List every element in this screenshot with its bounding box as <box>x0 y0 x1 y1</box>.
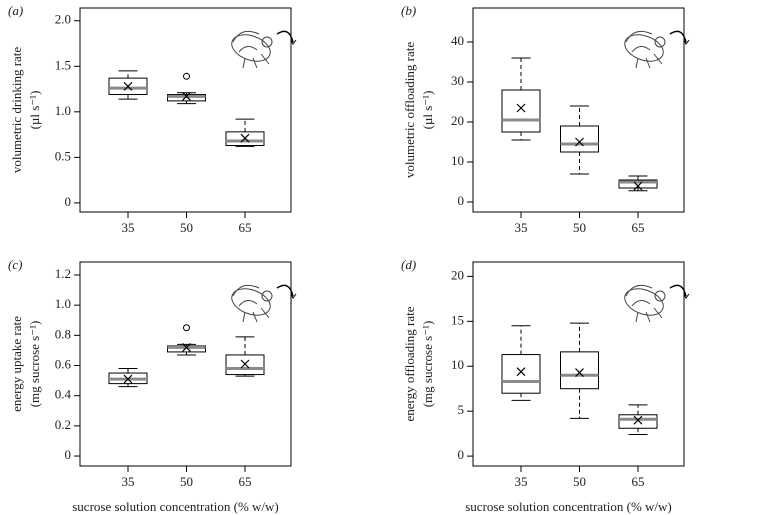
y-tick-label: 0.2 <box>55 417 71 432</box>
panel-label: (b) <box>401 3 416 18</box>
y-axis-label: volumetric offloading rate <box>402 42 417 178</box>
box <box>560 125 599 153</box>
x-tick-label: 65 <box>239 220 252 235</box>
y-tick-label: 1.2 <box>55 266 71 281</box>
x-tick-label: 50 <box>180 220 193 235</box>
x-axis-label: sucrose solution concentration (% w/w) <box>465 499 672 514</box>
mean-marker <box>516 367 526 377</box>
bee-icon <box>227 29 297 69</box>
x-tick-label: 35 <box>122 220 135 235</box>
y-axis-label: energy offloading rate <box>402 306 417 421</box>
y-tick-label: 0.4 <box>55 387 72 402</box>
x-tick-label: 35 <box>122 474 135 489</box>
box <box>501 354 541 394</box>
x-tick-label: 65 <box>239 474 252 489</box>
y-axis-unit: (mg sucrose s⁻¹) <box>420 321 435 408</box>
plot-frame <box>472 261 685 467</box>
x-tick-label: 50 <box>573 220 586 235</box>
y-axis-unit: (µl s⁻¹) <box>420 91 435 130</box>
y-tick-label: 10 <box>451 357 464 372</box>
panel-label: (d) <box>401 257 416 272</box>
x-tick-label: 35 <box>515 474 528 489</box>
y-tick-label: 0 <box>458 193 465 208</box>
box <box>501 89 541 133</box>
mean-marker <box>123 81 133 91</box>
mean-marker <box>633 181 643 191</box>
x-tick-label: 50 <box>180 474 193 489</box>
mean-marker <box>575 137 584 147</box>
y-tick-label: 15 <box>451 312 464 327</box>
y-tick-label: 20 <box>451 267 464 282</box>
y-tick-label: 40 <box>451 33 464 48</box>
panel-label: (c) <box>8 257 22 272</box>
plot-frame <box>472 7 685 213</box>
mean-marker <box>240 133 250 143</box>
mean-marker <box>123 374 133 384</box>
outlier <box>183 72 190 80</box>
mean-marker <box>516 103 526 113</box>
y-tick-label: 1.0 <box>55 103 71 118</box>
y-tick-label: 0.8 <box>55 326 71 341</box>
mean-marker <box>182 91 191 101</box>
plot-frame <box>79 7 292 213</box>
bee-icon <box>227 283 297 323</box>
y-tick-label: 1.0 <box>55 296 71 311</box>
x-tick-label: 65 <box>632 220 645 235</box>
x-tick-label: 50 <box>573 474 586 489</box>
y-axis-label: energy uptake rate <box>9 316 24 412</box>
box <box>618 414 658 429</box>
y-tick-label: 0.6 <box>55 356 72 371</box>
x-tick-label: 35 <box>515 220 528 235</box>
y-axis-unit: (µl s⁻¹) <box>27 91 42 130</box>
y-axis-label: volumetric drinking rate <box>9 47 24 174</box>
bee-icon <box>620 283 690 323</box>
x-tick-label: 65 <box>632 474 645 489</box>
y-tick-label: 1.5 <box>55 57 71 72</box>
bee-icon <box>620 29 690 69</box>
outlier <box>183 324 190 332</box>
plot-frame <box>79 261 292 467</box>
panel-label: (a) <box>8 3 23 18</box>
y-tick-label: 0 <box>65 194 72 209</box>
y-tick-label: 0.5 <box>55 148 71 163</box>
y-tick-label: 2.0 <box>55 12 71 27</box>
box <box>167 345 206 353</box>
y-axis-unit: (mg sucrose s⁻¹) <box>27 321 42 408</box>
mean-marker <box>240 359 250 369</box>
x-axis-label: sucrose solution concentration (% w/w) <box>72 499 279 514</box>
y-tick-label: 0 <box>65 447 72 462</box>
box <box>618 179 658 189</box>
mean-marker <box>182 342 191 352</box>
box <box>560 351 599 390</box>
y-tick-label: 0 <box>458 447 465 462</box>
y-tick-label: 5 <box>458 402 465 417</box>
y-tick-label: 10 <box>451 153 464 168</box>
y-tick-label: 30 <box>451 73 464 88</box>
mean-marker <box>633 415 643 425</box>
y-tick-label: 20 <box>451 113 464 128</box>
mean-marker <box>575 368 584 377</box>
